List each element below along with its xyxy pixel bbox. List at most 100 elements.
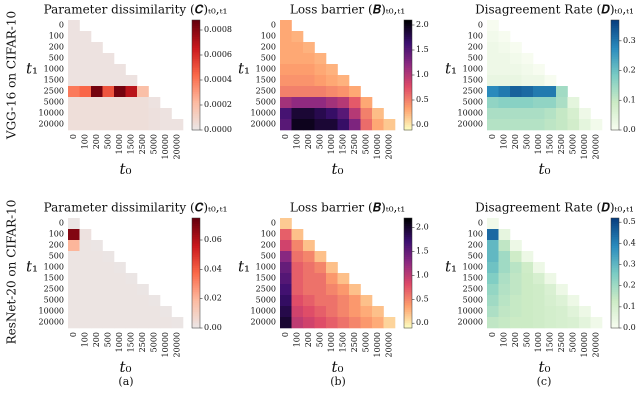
heat-cell: [102, 273, 115, 285]
x-tick-label: 200: [304, 134, 313, 149]
colorbar-tick-label: 0.0: [623, 323, 636, 332]
colorbar-segment: [404, 278, 412, 281]
y-tick-label: 500: [49, 252, 64, 261]
colorbar-segment: [404, 100, 412, 103]
heat-cell: [567, 119, 580, 131]
x-axis-label: 𝑡₀: [119, 160, 131, 178]
heat-cell: [521, 86, 534, 98]
colorbar-tick-label: 1.0: [416, 70, 429, 79]
colorbar-segment: [404, 225, 412, 228]
colorbar-segment: [611, 65, 619, 69]
row-label: ResNet-20 on CIFAR-10: [5, 200, 19, 345]
heat-cell: [114, 262, 126, 274]
x-tick-label: 20000: [591, 134, 600, 159]
colorbar-segment: [192, 86, 200, 89]
colorbar-segment: [192, 287, 200, 290]
colorbar-segment: [404, 315, 412, 318]
colorbar-segment: [611, 267, 619, 270]
x-tick-label: 10000: [161, 134, 170, 159]
colorbar-segment: [192, 126, 200, 129]
y-tick-label: 20000: [458, 120, 483, 129]
colorbar-segment: [404, 31, 412, 34]
colorbar-segment: [404, 227, 412, 230]
heat-cell: [326, 306, 338, 318]
heat-cell: [303, 75, 315, 87]
colorbar-segment: [404, 122, 412, 125]
colorbar-segment: [192, 230, 200, 234]
x-tick-label: 5000: [361, 332, 370, 352]
colorbar-segment: [404, 252, 412, 256]
colorbar-segment: [404, 326, 412, 329]
heat-cell: [291, 295, 304, 307]
colorbar-segment: [192, 309, 200, 312]
colorbar-segment: [404, 236, 412, 239]
colorbar-segment: [192, 269, 200, 272]
heat-cell: [79, 64, 92, 76]
heat-cell: [498, 229, 511, 241]
heat-cell: [579, 317, 591, 329]
heat-cell: [556, 306, 568, 318]
colorbar-segment: [611, 304, 619, 307]
heat-cell: [314, 97, 327, 109]
colorbar-segment: [404, 298, 412, 301]
colorbar-tick-label: 0.5: [416, 294, 429, 303]
heat-cell: [91, 262, 103, 274]
x-tick-label: 1500: [545, 134, 554, 154]
y-tick-label: 1500: [463, 76, 483, 85]
heat-cell: [79, 108, 92, 120]
colorbar-segment: [404, 71, 412, 74]
colorbar-segment: [611, 76, 619, 80]
colorbar-tick-label: 0.2: [623, 281, 636, 290]
heat-cell: [349, 119, 361, 131]
x-tick-label: 1500: [545, 332, 554, 352]
y-tick-label: 1000: [44, 263, 64, 272]
colorbar-segment: [192, 89, 200, 92]
colorbar-segment: [611, 128, 619, 131]
heat-cell: [498, 295, 511, 307]
colorbar-segment: [192, 223, 200, 226]
heat-cell: [68, 20, 80, 32]
colorbar-segment: [404, 229, 412, 232]
colorbar-segment: [611, 247, 619, 250]
colorbar-segment: [611, 89, 619, 92]
colorbar-segment: [404, 230, 412, 234]
heat-cell: [91, 295, 103, 307]
colorbar-segment: [192, 274, 200, 278]
y-tick-label: 20000: [458, 318, 483, 327]
colorbar-segment: [192, 229, 200, 232]
heat-cell: [291, 97, 304, 109]
x-tick-label: 500: [103, 134, 112, 149]
heat-cell: [556, 86, 568, 98]
colorbar-segment: [404, 47, 412, 50]
x-tick-label: 200: [511, 134, 520, 149]
heat-cell: [510, 262, 522, 274]
y-tick-label: 500: [261, 252, 276, 261]
colorbar-segment: [404, 20, 412, 23]
colorbar-segment: [611, 263, 619, 267]
panel-label: (c): [537, 375, 552, 388]
y-tick-label: 5000: [44, 98, 64, 107]
heat-cell: [125, 295, 138, 307]
colorbar-segment: [404, 98, 412, 102]
heat-cell: [544, 75, 557, 87]
heat-cell: [114, 64, 126, 76]
y-tick-label: 2500: [463, 285, 483, 294]
heat-cell: [91, 42, 103, 54]
colorbar-segment: [192, 326, 200, 329]
colorbar-segment: [404, 73, 412, 76]
colorbar-segment: [611, 258, 619, 261]
heat-cell: [68, 86, 80, 98]
heat-cell: [510, 251, 522, 263]
heat-cell: [533, 86, 545, 98]
heat-cell: [303, 317, 315, 329]
heat-cell: [68, 97, 80, 109]
x-tick-label: 2500: [557, 332, 566, 352]
heat-cell: [521, 262, 534, 274]
heat-cell: [148, 108, 161, 120]
colorbar-segment: [192, 47, 200, 50]
heat-cell: [510, 108, 522, 120]
colorbar-segment: [404, 82, 412, 85]
heat-cell: [91, 53, 103, 65]
colorbar-segment: [611, 324, 619, 327]
heat-cell: [303, 108, 315, 120]
